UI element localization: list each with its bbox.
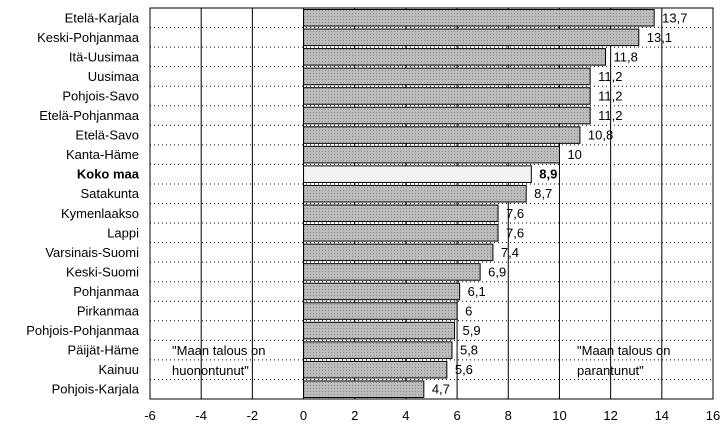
x-tick-label: -4 [195, 408, 207, 423]
value-label: 7,6 [506, 225, 524, 240]
bar [303, 126, 581, 144]
category-label: Päijät-Häme [67, 343, 139, 358]
category-label: Keski-Pohjanmaa [37, 30, 140, 45]
category-label: Keski-Suomi [66, 264, 139, 279]
bar [303, 360, 448, 379]
category-label: Varsinais-Suomi [45, 245, 139, 260]
category-label: Satakunta [80, 186, 139, 201]
bar [303, 48, 607, 66]
value-label: 6,1 [468, 284, 486, 299]
value-label: 13,7 [662, 10, 687, 25]
value-label: 6 [465, 304, 472, 319]
annotation-right-line2: parantunut" [577, 363, 644, 378]
x-tick-label: -2 [247, 408, 259, 423]
bar [303, 184, 527, 203]
value-label: 10 [567, 147, 581, 162]
bar [303, 204, 499, 223]
x-tick-label: -6 [144, 408, 156, 423]
bar [303, 282, 461, 301]
category-label: Koko maa [77, 167, 140, 182]
value-label: 7,4 [501, 245, 519, 260]
category-label: Kymenlaakso [61, 206, 139, 221]
value-label: 11,2 [598, 69, 622, 84]
bar [303, 302, 458, 320]
labels: -6 -4 -2 0 2 4 6 8 10 12 14 16 Etelä-Karjala 13,7 Kesk… [26, 10, 720, 423]
category-label: Uusimaa [88, 69, 140, 84]
x-tick-label: 6 [453, 408, 460, 423]
bar [303, 145, 560, 164]
bar [303, 165, 532, 183]
bar [303, 9, 655, 27]
bar [303, 263, 481, 281]
bar [303, 87, 591, 105]
category-label: Etelä-Savo [75, 128, 139, 143]
value-label: 6,9 [488, 264, 506, 279]
category-label: Kainuu [99, 362, 139, 377]
bar [303, 224, 499, 242]
bar [303, 243, 494, 262]
category-label: Etelä-Pohjanmaa [39, 108, 139, 123]
x-tick-label: 2 [351, 408, 358, 423]
bar [303, 380, 425, 399]
value-label: 11,2 [598, 108, 622, 123]
bar [303, 67, 591, 86]
x-tick-label: 0 [300, 408, 307, 423]
value-label: 11,8 [614, 49, 638, 64]
value-label: 8,7 [534, 186, 552, 201]
category-label: Pohjois-Karjala [52, 382, 140, 397]
bar [303, 341, 453, 359]
value-label: 8,9 [539, 167, 557, 182]
annotation-right-line1: "Maan talous on [577, 343, 671, 358]
x-tick-label: 8 [505, 408, 512, 423]
category-label: Pohjois-Pohjanmaa [26, 323, 140, 338]
bar [303, 28, 640, 47]
value-label: 5,6 [455, 362, 473, 377]
value-label: 7,6 [506, 206, 524, 221]
bar [303, 321, 456, 340]
value-label: 5,9 [463, 323, 481, 338]
x-tick-label: 4 [402, 408, 409, 423]
x-tick-label: 16 [706, 408, 720, 423]
bar [303, 106, 591, 125]
value-label: 5,8 [460, 343, 478, 358]
category-label: Kanta-Häme [66, 147, 139, 162]
category-label: Pirkanmaa [77, 304, 140, 319]
category-label: Pohjois-Savo [62, 88, 139, 103]
x-tick-label: 14 [655, 408, 669, 423]
plot-frame [149, 7, 714, 400]
bars [303, 9, 655, 399]
x-tick-label: 12 [603, 408, 617, 423]
x-tick-label: 10 [552, 408, 566, 423]
value-label: 4,7 [432, 382, 450, 397]
annotation-left-line2: huonontunut" [172, 363, 249, 378]
value-label: 11,2 [598, 88, 622, 103]
category-label: Itä-Uusimaa [69, 49, 140, 64]
value-label: 13,1 [647, 30, 672, 45]
value-label: 10,8 [588, 128, 613, 143]
annotation-left-line1: "Maan talous on [172, 343, 266, 358]
category-label: Etelä-Karjala [65, 10, 140, 25]
category-label: Lappi [107, 225, 139, 240]
category-label: Pohjanmaa [73, 284, 140, 299]
grid [149, 7, 714, 400]
